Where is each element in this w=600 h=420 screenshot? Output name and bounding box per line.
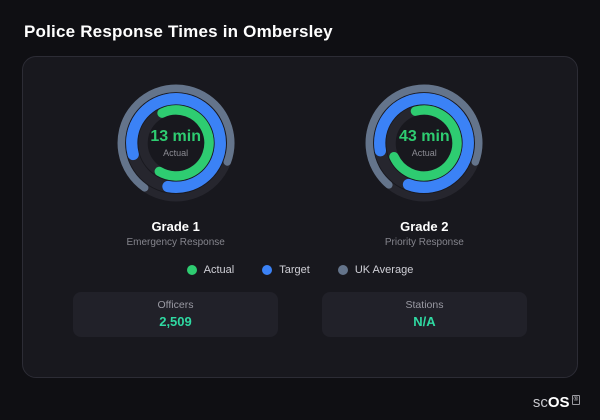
gauge-chart-grade-1: 13 min Actual: [110, 77, 242, 209]
stats-row: Officers 2,509 Stations N/A: [47, 292, 553, 337]
target-arc: [374, 93, 475, 193]
actual-arc: [137, 105, 214, 181]
uk-average-arc: [117, 84, 235, 202]
uk-average-arc: [365, 84, 483, 202]
gauge-subtitle: Priority Response: [384, 237, 464, 248]
brand-suffix: OS: [547, 394, 570, 411]
legend-label: UK Average: [354, 264, 414, 276]
gauge-chart-grade-2: 43 min Actual: [358, 77, 490, 209]
gauge-grade-2: 43 min Actual Grade 2 Priority Response: [304, 77, 544, 248]
uk-average-dot-icon: [337, 265, 348, 275]
page-title: Police Response Times in Ombersley: [24, 22, 333, 41]
gauge-subtitle: Emergency Response: [126, 237, 225, 248]
target-dot-icon: [262, 265, 273, 275]
gauges-row: 13 min Actual Grade 1 Emergency Response: [47, 77, 553, 248]
gauge-title: Grade 2: [400, 219, 449, 234]
actual-arc: [386, 105, 463, 181]
stat-value: N/A: [413, 314, 436, 329]
actual-dot-icon: [186, 265, 197, 275]
response-times-card: 13 min Actual Grade 1 Emergency Response: [22, 56, 578, 378]
target-arc: [125, 93, 226, 193]
legend-label: Actual: [203, 264, 235, 276]
registered-mark-icon: ®: [571, 395, 580, 405]
gauge-title: Grade 1: [151, 219, 200, 234]
chart-legend: Actual Target UK Average: [47, 264, 553, 276]
stat-label: Officers: [157, 299, 194, 311]
gauge-svg-grade-2: [365, 84, 483, 202]
stat-label: Stations: [405, 299, 444, 311]
legend-item-uk-average[interactable]: UK Average: [337, 264, 414, 276]
gauge-svg-grade-1: [117, 84, 235, 202]
scos-logo: sc OS ®: [533, 395, 580, 410]
legend-label: Target: [279, 264, 310, 276]
brand-prefix: sc: [532, 394, 548, 411]
stat-stations: Stations N/A: [322, 292, 527, 337]
gauge-grade-1: 13 min Actual Grade 1 Emergency Response: [56, 77, 296, 248]
stat-value: 2,509: [159, 314, 192, 329]
legend-item-target[interactable]: Target: [262, 264, 310, 276]
stat-officers: Officers 2,509: [73, 292, 278, 337]
legend-item-actual[interactable]: Actual: [186, 264, 235, 276]
